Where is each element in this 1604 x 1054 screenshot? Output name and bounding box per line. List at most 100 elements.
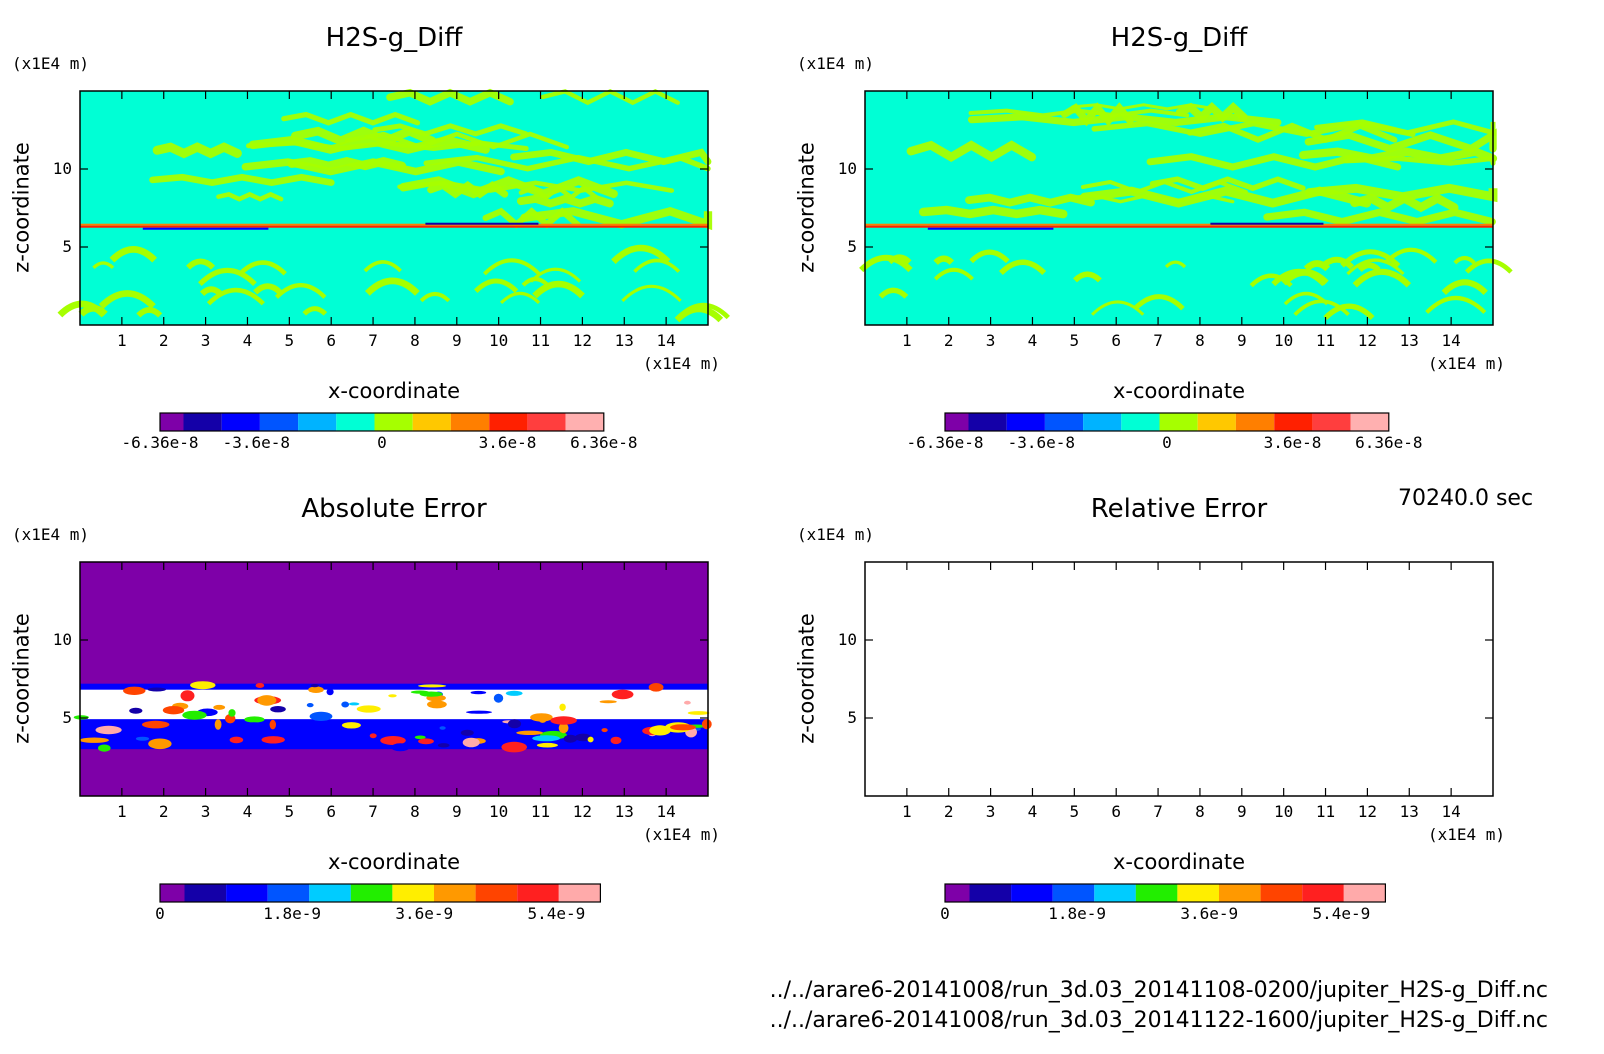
- field-swirl: [199, 286, 223, 297]
- x-tick-label: 1: [902, 802, 912, 821]
- error-blob: [380, 736, 406, 745]
- y-unit-label: (x1E4 m): [12, 54, 90, 73]
- field-stripe: [344, 131, 569, 150]
- x-tick-label: 4: [1027, 331, 1038, 350]
- field-swirl: [1384, 247, 1438, 264]
- field-swirl: [633, 258, 681, 273]
- field-swirl: [998, 259, 1047, 276]
- colorbar-swatch: [1094, 884, 1136, 902]
- colorbar-swatch: [1083, 413, 1122, 431]
- colorbar-swatch: [1260, 884, 1303, 902]
- layer-band: [142, 227, 269, 230]
- colorbar-swatch: [392, 884, 434, 902]
- x-tick-label: 14: [656, 802, 676, 821]
- x-tick-label: 4: [1027, 802, 1038, 821]
- colorbar-label: 0: [940, 904, 950, 923]
- x-unit-label: (x1E4 m): [642, 354, 720, 373]
- x-tick-label: 2: [943, 331, 954, 350]
- field-swirl: [1164, 260, 1187, 269]
- x-tick-label: 4: [242, 331, 253, 350]
- error-blob: [470, 690, 487, 695]
- field-swirl: [1303, 260, 1331, 272]
- y-axis-label: z-coordinate: [9, 613, 34, 744]
- error-blob: [601, 728, 608, 733]
- error-blob: [558, 722, 569, 734]
- y-tick-label: 5: [62, 237, 72, 256]
- error-blob: [505, 690, 523, 696]
- error-blob: [229, 736, 244, 744]
- colorbar-label: 1.8e-9: [263, 904, 322, 923]
- x-tick-label: 8: [1195, 331, 1205, 350]
- field-swirl: [500, 291, 541, 305]
- x-tick-label: 6: [326, 331, 337, 350]
- error-blob: [501, 741, 527, 753]
- x-tick-label: 10: [1274, 802, 1294, 821]
- error-blob: [418, 684, 447, 688]
- colorbar-swatch: [350, 884, 393, 902]
- error-blob: [257, 695, 277, 706]
- error-blob: [310, 684, 319, 688]
- colorbar-swatch: [160, 413, 184, 431]
- y-tick-label: 5: [847, 708, 857, 727]
- field-swirl: [98, 290, 156, 309]
- field-background: [80, 562, 708, 796]
- colorbar-swatch: [1011, 884, 1053, 902]
- x-tick-label: 7: [368, 802, 378, 821]
- error-blob: [516, 730, 543, 735]
- x-tick-label: 8: [1195, 802, 1205, 821]
- x-tick-label: 11: [530, 802, 551, 821]
- error-blob: [563, 734, 578, 743]
- file-path-1: ../../arare6-20141008/run_3d.03_20141108…: [769, 978, 1548, 1003]
- y-axis-label: z-coordinate: [794, 142, 819, 273]
- x-tick-label: 13: [614, 802, 634, 821]
- error-blob: [213, 704, 226, 710]
- colorbar-swatch: [475, 884, 518, 902]
- y-axis-label: z-coordinate: [9, 142, 34, 273]
- colorbar-swatch: [945, 413, 969, 431]
- colorbar-swatch: [336, 413, 375, 431]
- x-tick-label: 14: [1441, 802, 1461, 821]
- x-axis-label: x-coordinate: [1112, 850, 1246, 874]
- y-tick-label: 10: [52, 159, 72, 178]
- colorbar-swatch: [450, 413, 490, 431]
- field-swirl: [1346, 258, 1405, 276]
- field-stripe: [1186, 122, 1398, 143]
- colorbar-frame: [944, 883, 1386, 903]
- field-stripe: [1175, 102, 1248, 123]
- field-stripe: [281, 111, 421, 126]
- error-blob: [162, 706, 185, 715]
- colorbar-label: 0: [155, 904, 165, 923]
- x-tick-label: 2: [943, 802, 954, 821]
- error-blob: [462, 737, 480, 748]
- colorbar-swatch: [226, 884, 268, 902]
- field-swirl: [274, 283, 327, 299]
- colorbar-swatch: [1006, 413, 1045, 431]
- x-tick-label: 10: [1274, 331, 1294, 350]
- colorbar-swatch: [1302, 884, 1344, 902]
- field-stripe: [372, 123, 529, 137]
- x-tick-label: 7: [368, 331, 378, 350]
- error-blob: [326, 688, 334, 696]
- error-blob: [701, 719, 712, 730]
- colorbar-swatch: [1121, 413, 1160, 431]
- x-tick-label: 13: [614, 331, 634, 350]
- x-tick-label: 6: [1111, 331, 1122, 350]
- error-blob: [95, 725, 122, 735]
- error-blob: [239, 722, 269, 733]
- error-blob: [559, 703, 566, 711]
- colorbar-swatch: [1343, 884, 1386, 902]
- layer-band: [425, 222, 539, 225]
- error-blob: [414, 735, 426, 740]
- error-blob: [214, 719, 222, 730]
- x-tick-label: 9: [1236, 802, 1247, 821]
- colorbar-swatch: [558, 884, 601, 902]
- x-tick-label: 5: [1069, 331, 1080, 350]
- x-tick-label: 5: [284, 331, 295, 350]
- error-blob: [648, 683, 664, 692]
- chart-title: Relative Error: [1090, 494, 1268, 524]
- x-tick-label: 14: [1441, 331, 1461, 350]
- colorbar-label: 6.36e-8: [1355, 433, 1423, 452]
- x-tick-label: 11: [1315, 802, 1336, 821]
- x-tick-label: 2: [158, 331, 169, 350]
- error-blob: [437, 743, 450, 748]
